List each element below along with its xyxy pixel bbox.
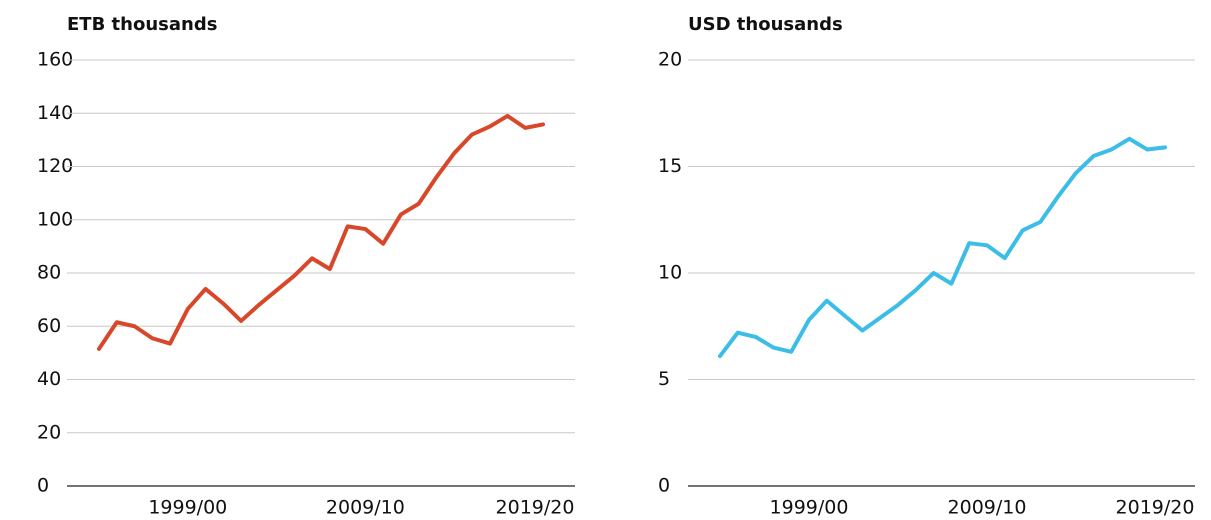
- y-tick-label: 160: [37, 49, 73, 71]
- line: [718, 136, 1167, 359]
- y-tick-label: 5: [658, 368, 670, 390]
- x-tick-label: 2019/20: [1116, 497, 1195, 519]
- y-tick-label: 0: [658, 475, 670, 497]
- x-tick-label: 1999/00: [770, 497, 849, 519]
- y-tick-label: 15: [658, 155, 682, 177]
- y-tick-label: 120: [37, 155, 73, 177]
- chart-title: ETB thousands: [67, 14, 217, 35]
- y-tick-label: 100: [37, 208, 73, 230]
- x-tick-label: 1999/00: [148, 497, 227, 519]
- y-tick-label: 40: [37, 368, 61, 390]
- y-tick-label: 80: [37, 262, 61, 284]
- y-tick-label: 10: [658, 262, 682, 284]
- x-tick-label: 2019/20: [496, 497, 575, 519]
- y-tick-label: 20: [658, 49, 682, 71]
- y-tick-label: 20: [37, 421, 61, 443]
- y-tick-label: 140: [37, 102, 73, 124]
- y-tick-label: 60: [37, 315, 61, 337]
- x-tick-label: 2009/10: [326, 497, 405, 519]
- chart-title: USD thousands: [688, 14, 843, 35]
- line: [97, 113, 545, 351]
- x-tick-label: 2009/10: [948, 497, 1027, 519]
- y-tick-label: 0: [37, 475, 49, 497]
